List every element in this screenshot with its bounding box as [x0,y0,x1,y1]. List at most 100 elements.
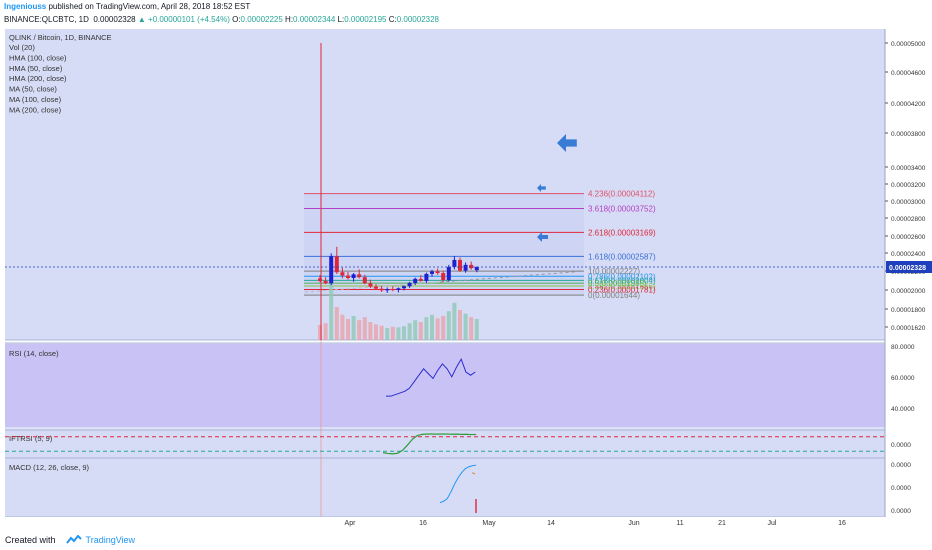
x-axis-label: 16 [419,520,427,527]
rsi-axis-label: 40.0000 [891,406,915,413]
arrow-icon [537,184,546,192]
candle-body [402,286,406,289]
candle-body [458,259,462,271]
open-value: 0.00002225 [240,15,283,24]
candle-body [334,256,339,273]
rsi-axis-label: 60.0000 [891,375,915,382]
candle-body [446,266,451,281]
candle-body [346,275,350,279]
rsi-line [386,357,476,397]
x-axis-label: 14 [547,520,555,527]
volume-bar [424,317,429,340]
fib-label: 4.236(0.00004112) [588,190,655,199]
ticker-label: BINANCE:QLCBTC, 1D [4,15,89,24]
indicator-legend-item: HMA (200, close) [9,74,67,83]
volume-bar [474,319,479,340]
macd-pane-bg [5,458,885,517]
volume-bar [385,328,390,340]
trend-line-left [304,281,441,293]
created-with-label: Created with [5,535,56,545]
volume-bar [334,307,339,340]
author-name[interactable]: Ingeniouss [4,2,47,11]
volume-bar [329,280,334,340]
volume-bar [390,326,395,340]
footer: Created with TradingView [5,535,135,545]
fib-label: 0.382(0.00001866) [588,282,656,291]
close-label: C: [388,15,397,24]
volume-bar [463,313,468,340]
last-price-tag-label: 0.00002328 [889,265,926,272]
x-axis-label: 16 [838,520,846,527]
fib-label: 1(0.00002227) [588,267,640,276]
volume-bar [441,316,446,340]
indicator-legend-item: MA (100, close) [9,95,62,104]
last-price-tag [886,261,932,273]
volume-bar [379,325,384,340]
candle-body [418,278,423,281]
volume-bar [374,324,378,340]
price-axis-label: 0.00004600 [891,70,926,77]
indicator-legend-item: MA (50, close) [9,85,57,94]
volume-bar [346,319,350,340]
volume-bar [402,326,406,340]
iftrsi-pane-bg [5,430,885,458]
volume-bar [351,316,356,340]
candle-body [385,289,390,291]
volume-bar [368,322,373,340]
symbol-legend: QLINK / Bitcoin, 1D, BINANCE [9,33,112,42]
price-axis-label: 0.00004200 [891,101,926,108]
volume-bar [396,327,401,340]
iftrsi-axis-label: 0.0000 [891,442,911,449]
ohlc-line: BINANCE:QLCBTC, 1D 0.00002328 ▲ +0.00000… [4,15,439,24]
volume-bar [413,320,418,340]
fib-label: 0.236(0.00001781) [588,285,656,294]
volume-bar [469,317,474,340]
x-axis-label: 21 [718,520,726,527]
iftrsi-line [382,433,477,455]
indicator-legend-item: MA (200, close) [9,105,62,114]
candle-body [424,273,429,281]
iftrsi-title: IFTRSI (5, 9) [9,434,53,443]
candle-body [463,264,468,271]
x-axis-label: 11 [676,520,683,527]
candle-body [351,274,356,279]
indicator-legend-item: HMA (50, close) [9,64,63,73]
price-axis-label: 0.00002400 [891,251,926,258]
rsi-band [5,344,885,427]
macd-axis-label: 0.0000 [891,462,911,469]
candle-body [368,283,373,287]
trend-line [439,270,585,283]
macd-signal-line [471,472,476,475]
fib-label: 0.618(0.00002004) [588,276,656,285]
macd-title: MACD (12, 26, close, 9) [9,463,90,472]
fib-label: 0(0.00001644) [588,291,640,300]
candle-body [340,272,345,276]
price-axis-label: 0.00002000 [891,288,926,295]
low-value: 0.00002195 [344,15,387,24]
published-text: published on TradingView.com, April 28, … [48,2,251,11]
candle-body [469,264,474,269]
fib-label: 3.618(0.00003752) [588,204,656,213]
x-axis-bg [5,517,885,527]
arrow-icon [537,232,548,242]
candle-body [407,282,412,287]
price-axis-label: 0.00002600 [891,234,926,241]
macd-line [439,464,477,504]
candle-body [396,288,401,290]
last-price: 0.00002328 [93,15,136,24]
high-label: H: [285,15,294,24]
volume-bar [452,302,457,340]
indicator-legend-item: HMA (100, close) [9,53,67,62]
big-arrow-icon [557,134,577,152]
close-value: 0.00002328 [396,15,439,24]
volume-bar [340,314,345,340]
candle-body [474,266,479,271]
chart-area[interactable]: 0.00005000 0.00004600 0.00004200 0.00003800… [0,0,932,535]
tradingview-brand[interactable]: TradingView [85,535,136,545]
candle-body [390,289,395,291]
indicator-legend-item: Vol (20) [9,43,35,52]
volume-bar [318,325,322,340]
macd-axis-label: 0.0000 [891,485,911,492]
publish-line: Ingeniouss published on TradingView.com,… [4,2,250,11]
candle-body [318,278,322,281]
